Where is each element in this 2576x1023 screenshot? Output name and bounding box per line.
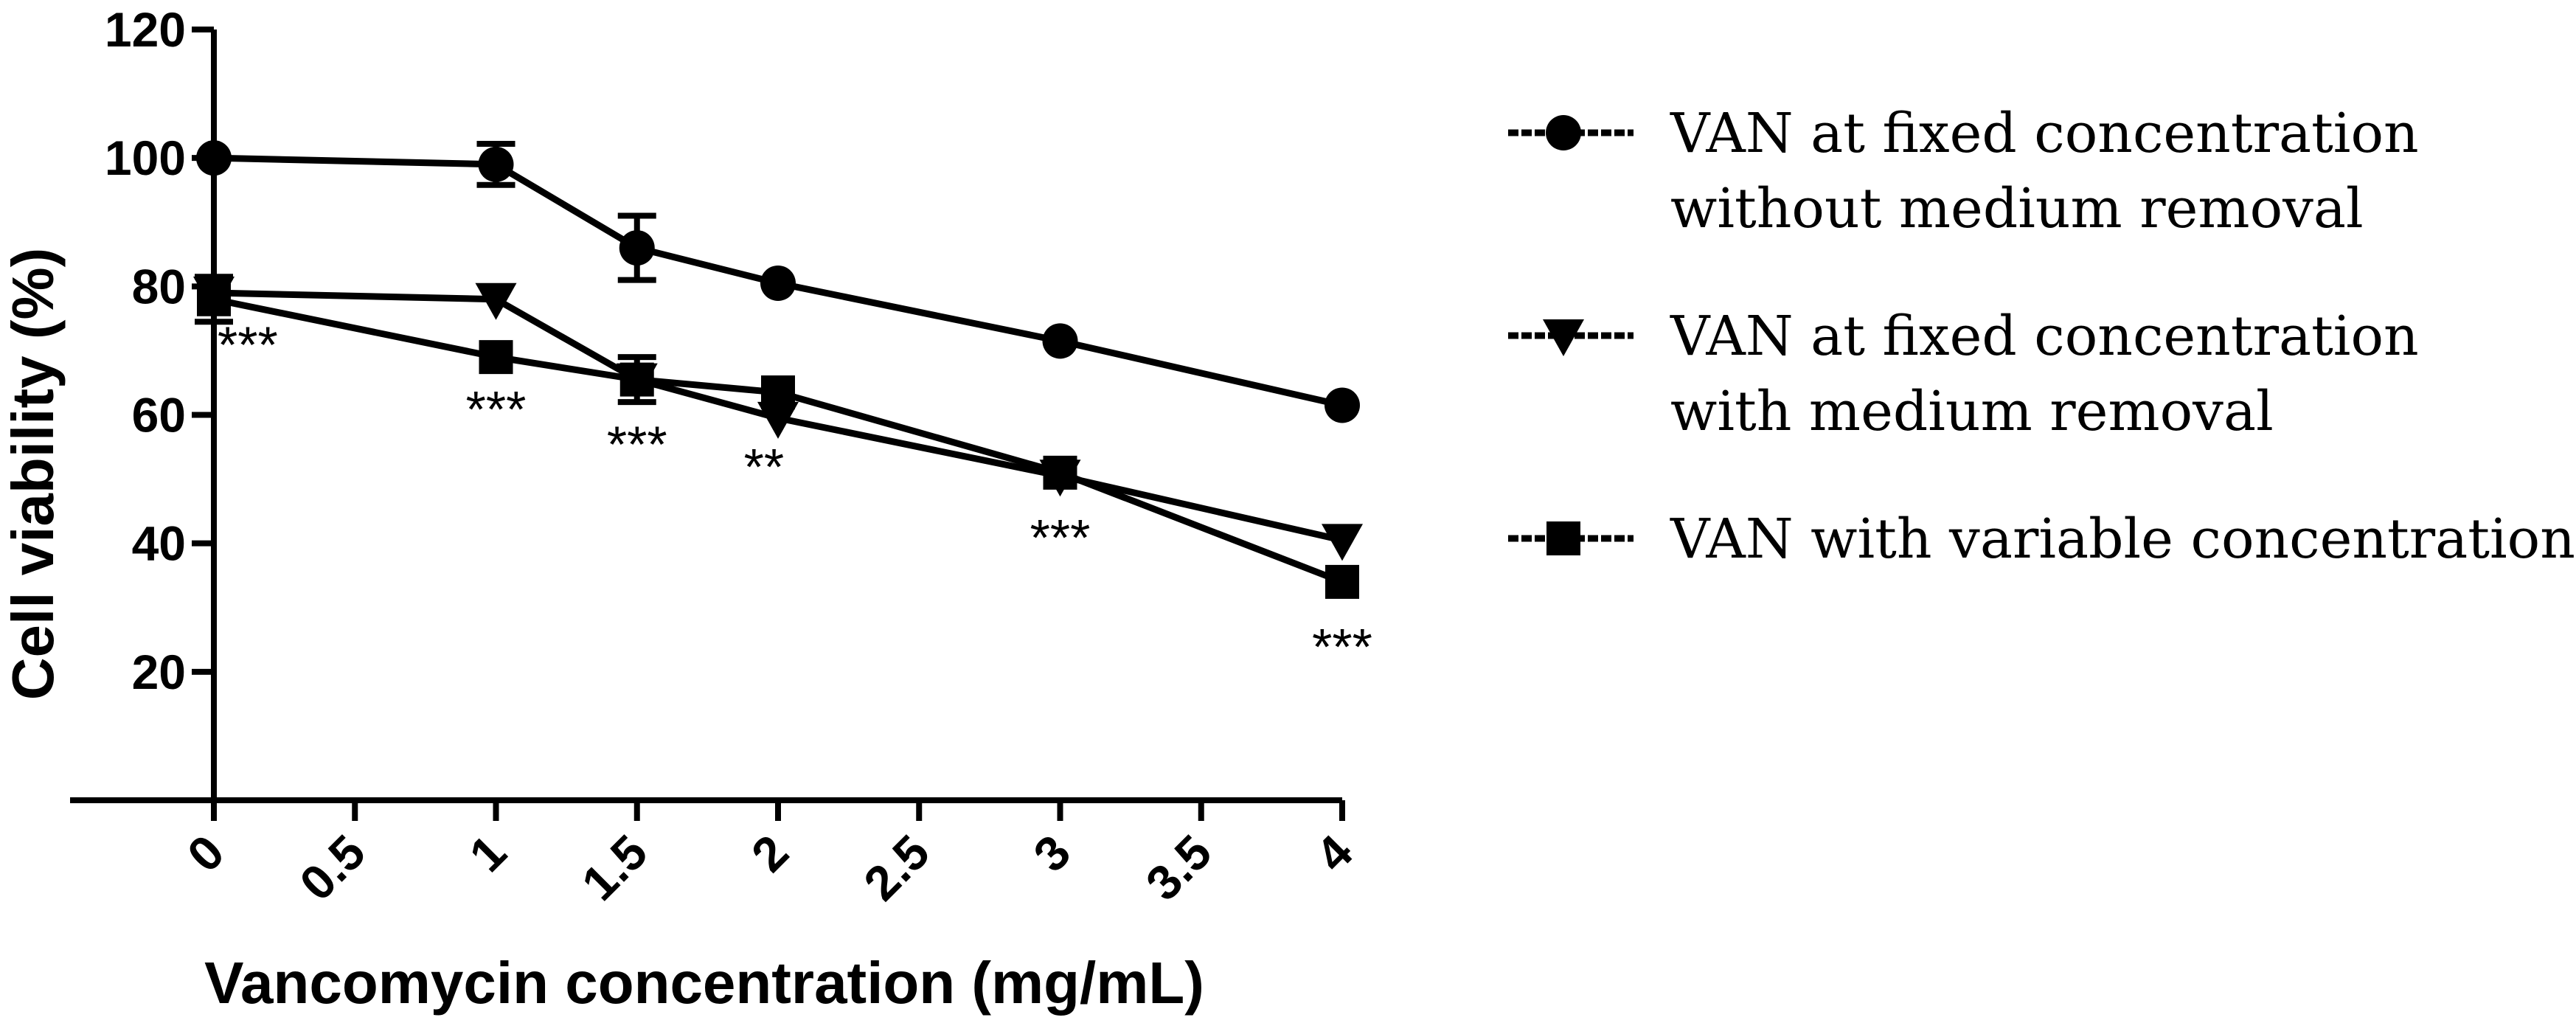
x-tick-label: 4: [1305, 824, 1363, 881]
legend-label: VAN at fixed concentration: [1670, 305, 2419, 368]
significance-label: ***: [1312, 618, 1372, 676]
series-line: [213, 154, 1343, 409]
series-square: [195, 274, 1359, 599]
x-tick-label: 3.5: [1135, 825, 1221, 911]
series-circle: [196, 140, 1360, 423]
data-point: [1042, 323, 1078, 359]
legend-label: VAN at fixed concentration: [1670, 102, 2419, 165]
x-tick-label: 0: [177, 825, 235, 882]
legend-marker: [1543, 319, 1584, 356]
y-axis-title: Cell viability (%): [0, 248, 66, 700]
significance-label: ***: [607, 416, 667, 474]
significance-label: ***: [218, 316, 278, 374]
data-point: [197, 282, 231, 316]
series-triangle-down: [193, 277, 1363, 561]
data-point: [761, 375, 795, 410]
x-tick-label: 1: [459, 825, 516, 882]
x-tick-label: 2: [741, 825, 799, 882]
y-tick-label: 60: [132, 388, 186, 443]
data-point: [479, 340, 513, 375]
annotations: ********* ********: [218, 316, 1372, 676]
data-point: [1325, 387, 1360, 423]
legend-marker: [1546, 115, 1581, 150]
data-point: [1325, 564, 1359, 599]
x-axis-title: Vancomycin concentration (mg/mL): [204, 950, 1204, 1016]
data-point: [619, 362, 654, 397]
y-tick-label: 120: [105, 2, 186, 57]
data-point: [475, 282, 517, 320]
x-tick-label: 2.5: [853, 825, 940, 911]
legend-label: with medium removal: [1670, 380, 2274, 443]
data-point: [1043, 455, 1077, 490]
data-point: [760, 265, 796, 301]
series-line: [213, 296, 1344, 586]
legend-entry: VAN at fixed concentration without medium…: [1508, 102, 2419, 240]
y-tick-label: 20: [132, 645, 186, 699]
y-tick-label: 80: [132, 259, 186, 313]
data-point: [1322, 524, 1363, 561]
y-tick-label: 40: [132, 516, 186, 571]
x-tick-label: 1.5: [571, 825, 657, 911]
x-tick-label: 0.5: [289, 825, 375, 911]
series-line: [213, 289, 1343, 544]
data-point: [757, 401, 799, 439]
data-point: [619, 230, 655, 266]
legend-marker: [1546, 521, 1580, 555]
significance-label: ***: [466, 381, 527, 438]
y-tick-label: 100: [105, 131, 186, 185]
legend-entry: VAN at fixed concentration with medium re…: [1508, 305, 2419, 443]
legend-label: VAN with variable concentration: [1670, 507, 2575, 571]
significance-label: ***: [1030, 509, 1091, 566]
series-layer: [193, 140, 1363, 599]
significance-label: **: [744, 438, 784, 496]
data-point: [196, 140, 232, 176]
legend: VAN at fixed concentration without medium…: [1508, 102, 2575, 571]
legend-entry: VAN with variable concentration: [1508, 507, 2575, 571]
data-point: [478, 146, 514, 182]
legend-label: without medium removal: [1670, 177, 2364, 240]
x-tick-label: 3: [1023, 825, 1080, 882]
